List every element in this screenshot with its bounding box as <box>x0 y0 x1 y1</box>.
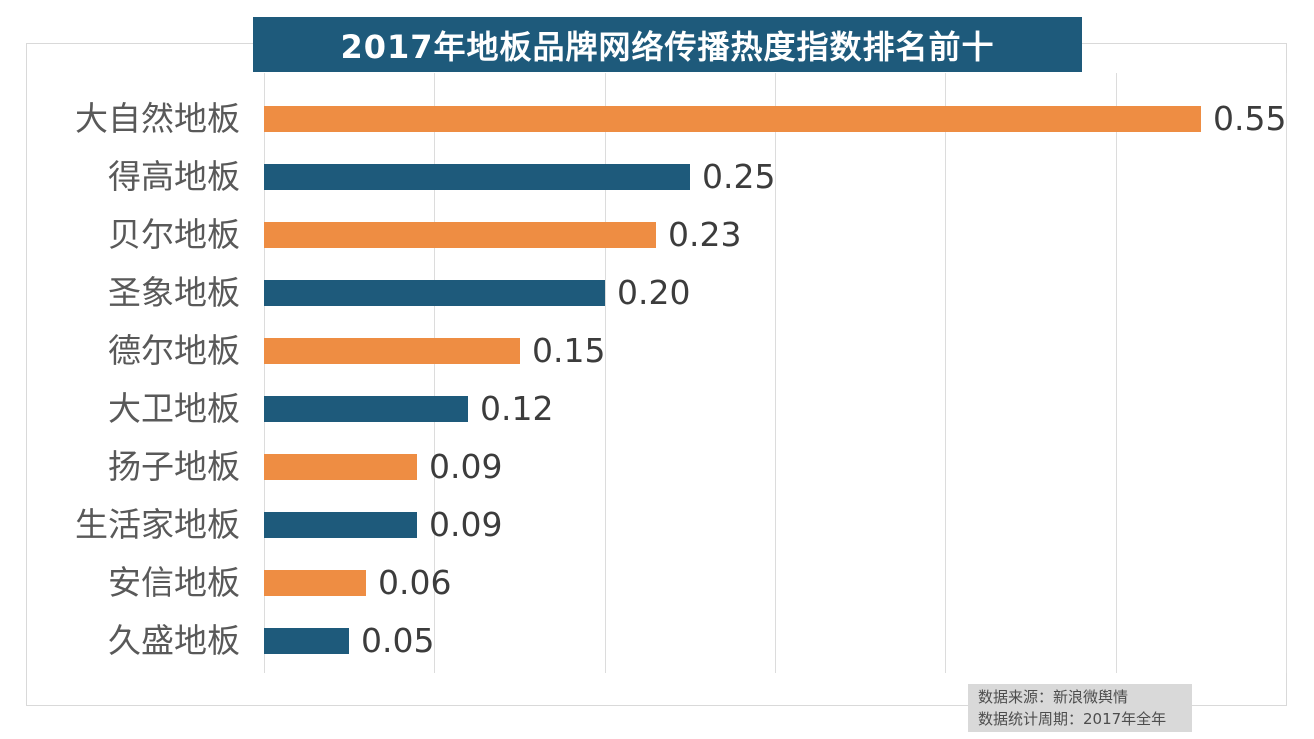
bar-row: 得高地板 0.25 <box>0 148 1314 206</box>
data-source-note: 数据来源：新浪微舆情 数据统计周期：2017年全年 <box>968 684 1192 732</box>
value-label: 0.15 <box>532 331 606 370</box>
chart-frame <box>26 43 1287 706</box>
value-label: 0.25 <box>702 157 776 196</box>
gridline <box>945 73 946 673</box>
category-label: 贝尔地板 <box>108 215 240 254</box>
bar-row: 德尔地板 0.15 <box>0 322 1314 380</box>
category-label: 生活家地板 <box>75 505 240 544</box>
category-label: 大自然地板 <box>75 99 240 138</box>
chart-title-banner: 2017年地板品牌网络传播热度指数排名前十 <box>253 17 1082 72</box>
value-label: 0.23 <box>668 215 742 254</box>
bar <box>264 454 417 480</box>
bar-row: 大卫地板 0.12 <box>0 380 1314 438</box>
category-label: 大卫地板 <box>108 389 240 428</box>
category-label: 久盛地板 <box>108 621 240 660</box>
category-label: 圣象地板 <box>108 273 240 312</box>
bar-row: 圣象地板 0.20 <box>0 264 1314 322</box>
bar <box>264 396 468 422</box>
bar-row: 生活家地板 0.09 <box>0 496 1314 554</box>
gridline <box>434 73 435 673</box>
value-label: 0.55 <box>1213 99 1287 138</box>
bar-row: 安信地板 0.06 <box>0 554 1314 612</box>
gridline <box>1116 73 1117 673</box>
bar-row: 贝尔地板 0.23 <box>0 206 1314 264</box>
value-label: 0.05 <box>361 621 435 660</box>
bar <box>264 280 605 306</box>
category-label: 得高地板 <box>108 157 240 196</box>
bar-row: 久盛地板 0.05 <box>0 612 1314 670</box>
bar <box>264 106 1201 132</box>
chart-title: 2017年地板品牌网络传播热度指数排名前十 <box>340 27 995 66</box>
bar <box>264 222 656 248</box>
bar-row: 扬子地板 0.09 <box>0 438 1314 496</box>
bar <box>264 338 520 364</box>
gridline <box>605 73 606 673</box>
gridline <box>264 73 265 673</box>
category-label: 安信地板 <box>108 563 240 602</box>
category-label: 德尔地板 <box>108 331 240 370</box>
category-label: 扬子地板 <box>108 447 240 486</box>
value-label: 0.09 <box>429 447 503 486</box>
value-label: 0.06 <box>378 563 452 602</box>
data-source-line: 数据来源：新浪微舆情 <box>978 688 1129 706</box>
value-label: 0.20 <box>617 273 691 312</box>
bar <box>264 628 349 654</box>
value-label: 0.09 <box>429 505 503 544</box>
data-period-line: 数据统计周期：2017年全年 <box>978 710 1167 728</box>
bar <box>264 164 690 190</box>
bar-row: 大自然地板 0.55 <box>0 90 1314 148</box>
gridline <box>1286 73 1287 673</box>
bar <box>264 570 366 596</box>
gridline <box>775 73 776 673</box>
bar <box>264 512 417 538</box>
value-label: 0.12 <box>480 389 554 428</box>
